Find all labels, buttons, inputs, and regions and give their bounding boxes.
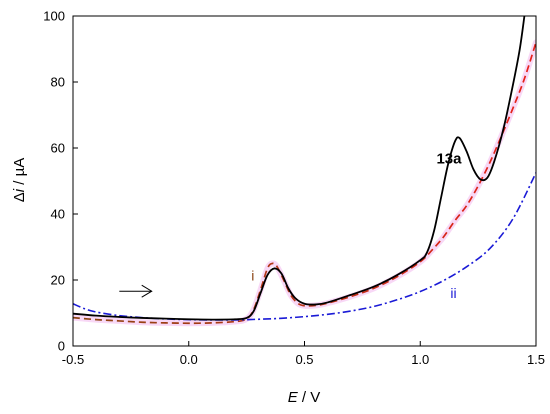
y-axis-title-italic: i [11,188,28,192]
y-tick-label: 20 [51,273,65,288]
y-tick-label: 100 [43,9,65,24]
label-13a: 13a [436,151,462,168]
x-axis-title-italic: E [288,389,299,406]
x-tick-label: 0.0 [180,352,198,367]
y-tick-label: 80 [51,75,65,90]
y-tick-label: 0 [58,339,65,354]
scan-direction-arrow [119,284,153,298]
x-axis-title-unit: / V [298,389,321,406]
series-i-line [73,42,536,325]
y-tick-label: 60 [51,141,65,156]
x-axis-title: E / V [288,389,321,406]
y-tick-label: 40 [51,207,65,222]
series-ii-line [73,172,536,321]
y-axis-title-delta: Δ [11,192,28,202]
label-i: i [251,268,254,284]
series-13a-line [73,16,526,321]
x-tick-label: 1.5 [527,352,545,367]
series-i-highlight [73,39,536,327]
x-tick-label: 1.0 [411,352,429,367]
y-axis-title-unit: / µA [11,158,28,189]
x-axis: -0.5 0.0 0.5 1.0 1.5 [62,341,545,367]
series-layer [73,16,536,327]
label-ii: ii [450,285,456,301]
y-axis-title: Δi / µA [11,158,28,203]
x-tick-label: 0.5 [295,352,313,367]
y-axis: 0 20 40 60 80 100 [43,9,78,354]
x-tick-label: -0.5 [62,352,84,367]
